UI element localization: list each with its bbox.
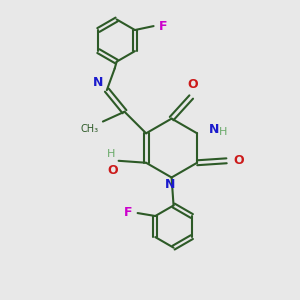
Text: H: H xyxy=(107,149,116,159)
Text: N: N xyxy=(209,123,219,136)
Text: CH₃: CH₃ xyxy=(81,124,99,134)
Text: N: N xyxy=(92,76,103,89)
Text: H: H xyxy=(219,127,227,137)
Text: O: O xyxy=(107,164,118,177)
Text: N: N xyxy=(164,178,175,191)
Text: F: F xyxy=(124,206,133,219)
Text: F: F xyxy=(158,20,167,33)
Text: O: O xyxy=(233,154,244,167)
Text: O: O xyxy=(187,78,197,91)
